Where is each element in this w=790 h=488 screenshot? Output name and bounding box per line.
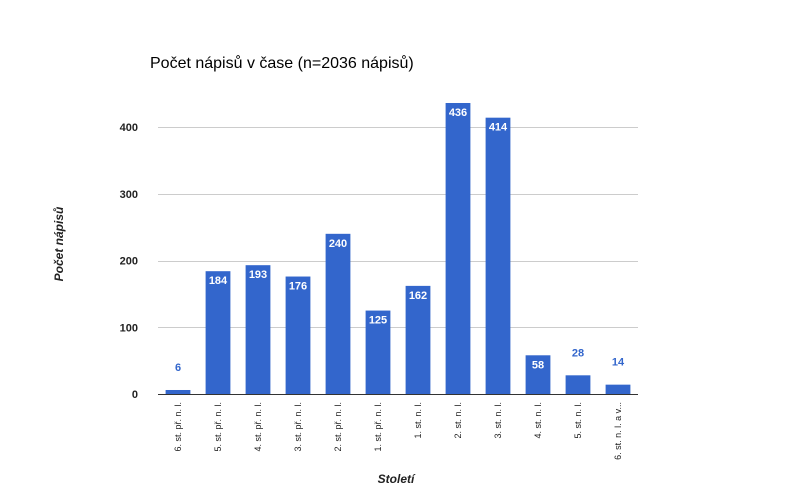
data-label: 176 — [289, 281, 307, 293]
x-tick-label: 3. st. př. n. l. — [293, 402, 303, 452]
x-tick-label: 2. st. n. l. — [453, 402, 463, 439]
bar — [325, 233, 351, 394]
data-label: 436 — [449, 107, 467, 119]
y-axis-ticks: 0 100 200 300 400 — [120, 122, 138, 401]
data-label: 14 — [612, 357, 625, 369]
x-tick-label: 2. st. př. n. l. — [333, 402, 343, 452]
bar — [285, 276, 311, 394]
bar — [165, 389, 191, 394]
y-tick-label: 300 — [120, 189, 138, 201]
data-label: 58 — [532, 359, 544, 371]
x-tick-label: 4. st. n. l. — [533, 402, 543, 439]
y-tick-label: 400 — [120, 122, 138, 134]
data-label: 193 — [249, 269, 267, 281]
chart-title: Počet nápisů v čase (n=2036 nápisů) — [150, 54, 414, 72]
data-label: 28 — [572, 347, 584, 359]
x-axis-ticks: 6. st. př. n. l. 5. st. př. n. l. 4. st. p… — [173, 402, 623, 460]
data-label: 184 — [209, 275, 228, 287]
bar — [365, 310, 391, 394]
data-label: 240 — [329, 238, 347, 250]
bar — [405, 285, 431, 394]
data-labels: 6 184 193 176 240 125 162 436 414 58 28 14 — [175, 107, 625, 374]
x-tick-label: 4. st. př. n. l. — [253, 402, 263, 452]
bar — [205, 271, 231, 394]
bar — [565, 375, 591, 394]
x-tick-label: 6. st. n. l. a v... — [613, 402, 623, 460]
data-label: 414 — [489, 122, 508, 134]
gridlines — [158, 127, 638, 328]
y-tick-label: 100 — [120, 322, 138, 334]
x-axis-title: Století — [378, 472, 416, 486]
bar — [245, 265, 271, 394]
x-tick-label: 6. st. př. n. l. — [173, 402, 183, 452]
x-tick-label: 5. st. n. l. — [573, 402, 583, 439]
bar — [445, 103, 471, 394]
x-tick-label: 3. st. n. l. — [493, 402, 503, 439]
bar — [525, 355, 551, 394]
x-tick-label: 1. st. př. n. l. — [373, 402, 383, 452]
data-label: 125 — [369, 315, 387, 327]
data-label: 6 — [175, 362, 181, 374]
bars — [165, 103, 631, 395]
x-tick-label: 1. st. n. l. — [413, 402, 423, 439]
y-tick-label: 0 — [132, 389, 138, 401]
bar — [485, 117, 511, 395]
x-tick-label: 5. st. př. n. l. — [213, 402, 223, 452]
y-axis-title: Počet nápisů — [52, 206, 66, 281]
bar — [605, 384, 631, 394]
data-label: 162 — [409, 290, 427, 302]
y-tick-label: 200 — [120, 256, 138, 268]
